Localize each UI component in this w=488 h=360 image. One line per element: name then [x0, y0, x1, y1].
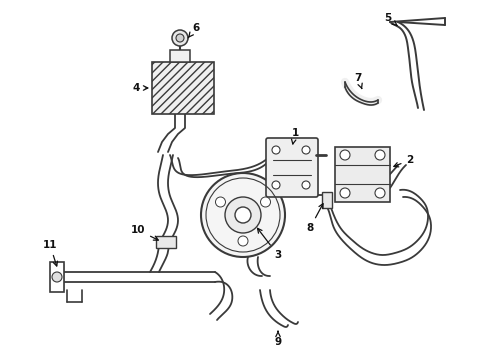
Text: 8: 8: [306, 204, 323, 233]
Circle shape: [52, 272, 62, 282]
Circle shape: [374, 150, 384, 160]
Text: 2: 2: [393, 155, 413, 167]
Circle shape: [374, 188, 384, 198]
Circle shape: [302, 181, 309, 189]
Circle shape: [302, 146, 309, 154]
Text: 7: 7: [354, 73, 362, 89]
Circle shape: [260, 197, 270, 207]
Text: 4: 4: [132, 83, 147, 93]
Circle shape: [224, 197, 261, 233]
Text: 9: 9: [274, 331, 281, 347]
Circle shape: [235, 207, 250, 223]
Circle shape: [339, 188, 349, 198]
Bar: [152, 62, 214, 114]
Circle shape: [339, 150, 349, 160]
Circle shape: [238, 236, 247, 246]
Circle shape: [201, 173, 285, 257]
Text: 11: 11: [42, 240, 58, 266]
Circle shape: [172, 30, 187, 46]
Circle shape: [271, 181, 280, 189]
Text: 3: 3: [257, 228, 281, 260]
Bar: [321, 192, 331, 208]
Bar: [170, 50, 190, 62]
Circle shape: [215, 197, 225, 207]
Text: 6: 6: [188, 23, 199, 38]
Bar: [334, 147, 389, 202]
Text: 5: 5: [384, 13, 396, 26]
FancyBboxPatch shape: [265, 138, 317, 197]
Text: 1: 1: [291, 128, 298, 144]
Circle shape: [176, 34, 183, 42]
Bar: [156, 236, 176, 248]
Bar: [50, 262, 64, 292]
Circle shape: [271, 146, 280, 154]
Text: 10: 10: [130, 225, 158, 240]
